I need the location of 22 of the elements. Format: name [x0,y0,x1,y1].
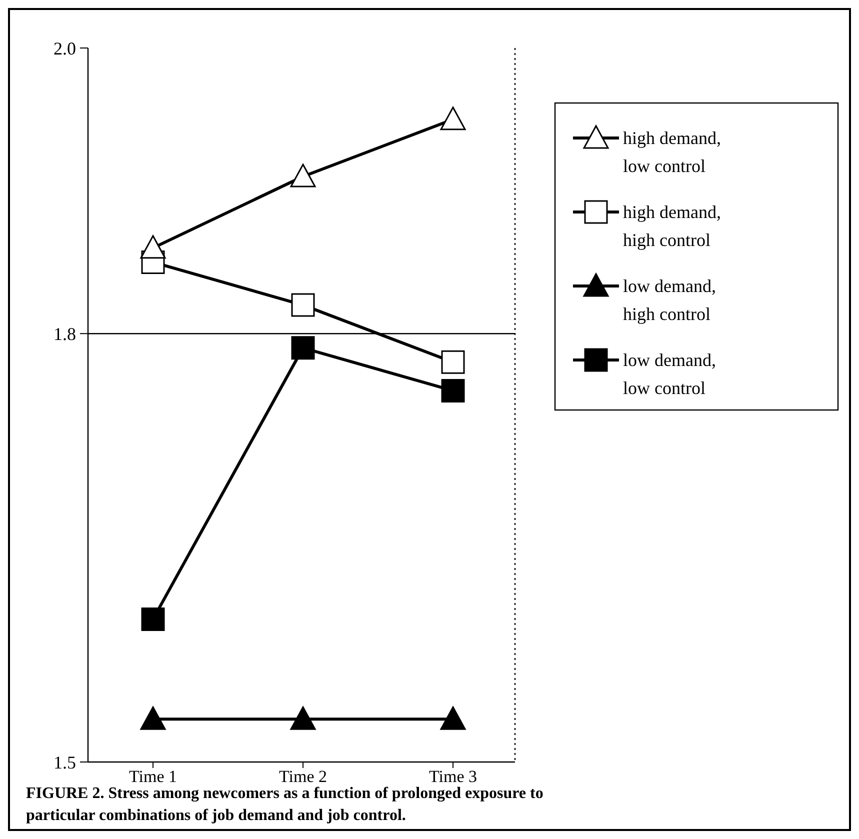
text: FIGURE 2. Stress among newcomers as a function of prolonged exposure to particular combinations of job demand and job control. [26,785,544,824]
point [291,336,315,360]
point [140,706,166,730]
point [290,164,316,188]
point [440,706,466,730]
point [140,235,166,259]
legend-label: low demand, low control [623,350,716,398]
y-tick-label: 1.5 [54,752,76,772]
x-tick-label: Time 1 [128,767,178,786]
x-tick-label: Time 3 [428,767,478,786]
point [291,293,315,317]
y-tick-label: 2.0 [54,38,76,58]
point [441,378,465,402]
point [290,706,316,730]
legend-label: high demand, high control [623,202,721,250]
point [441,350,465,374]
point [141,607,165,631]
point [440,106,466,130]
x-tick-label: Time 2 [278,767,328,786]
legend-label: low demand, high control [623,276,716,324]
y-tick-label: 1.8 [54,324,76,344]
legend-label: high demand, low control [623,128,721,176]
